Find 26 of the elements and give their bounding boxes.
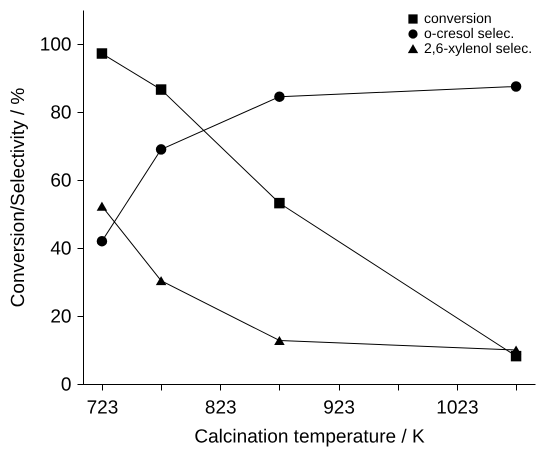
x-axis-title: Calcination temperature / K — [194, 426, 425, 448]
legend-label: 2,6-xylenol selec. — [424, 40, 532, 56]
x-tick-label: 723 — [86, 398, 118, 418]
point — [274, 336, 285, 346]
y-tick-label: 80 — [50, 102, 72, 124]
legend-label: o-cresol selec. — [424, 25, 514, 41]
point — [156, 276, 166, 286]
y-axis-title: Conversion/Selectivity / % — [8, 88, 29, 308]
point — [156, 84, 166, 95]
y-tick-label: 40 — [50, 238, 72, 260]
point — [510, 345, 522, 355]
point — [156, 144, 166, 155]
point — [274, 198, 285, 208]
x-tick-label: 823 — [204, 398, 237, 418]
point — [96, 236, 108, 246]
y-tick-label: 100 — [40, 34, 72, 56]
point — [96, 48, 108, 59]
x-tick-label: 1023 — [436, 398, 479, 418]
point — [96, 202, 108, 211]
x-tick-label: 923 — [323, 398, 355, 418]
y-tick-label: 60 — [50, 170, 72, 192]
point — [510, 81, 522, 92]
y-tick-label: 0 — [60, 374, 72, 396]
legend-label: conversion — [424, 10, 492, 26]
point — [274, 91, 285, 102]
y-tick-label: 20 — [50, 306, 72, 328]
